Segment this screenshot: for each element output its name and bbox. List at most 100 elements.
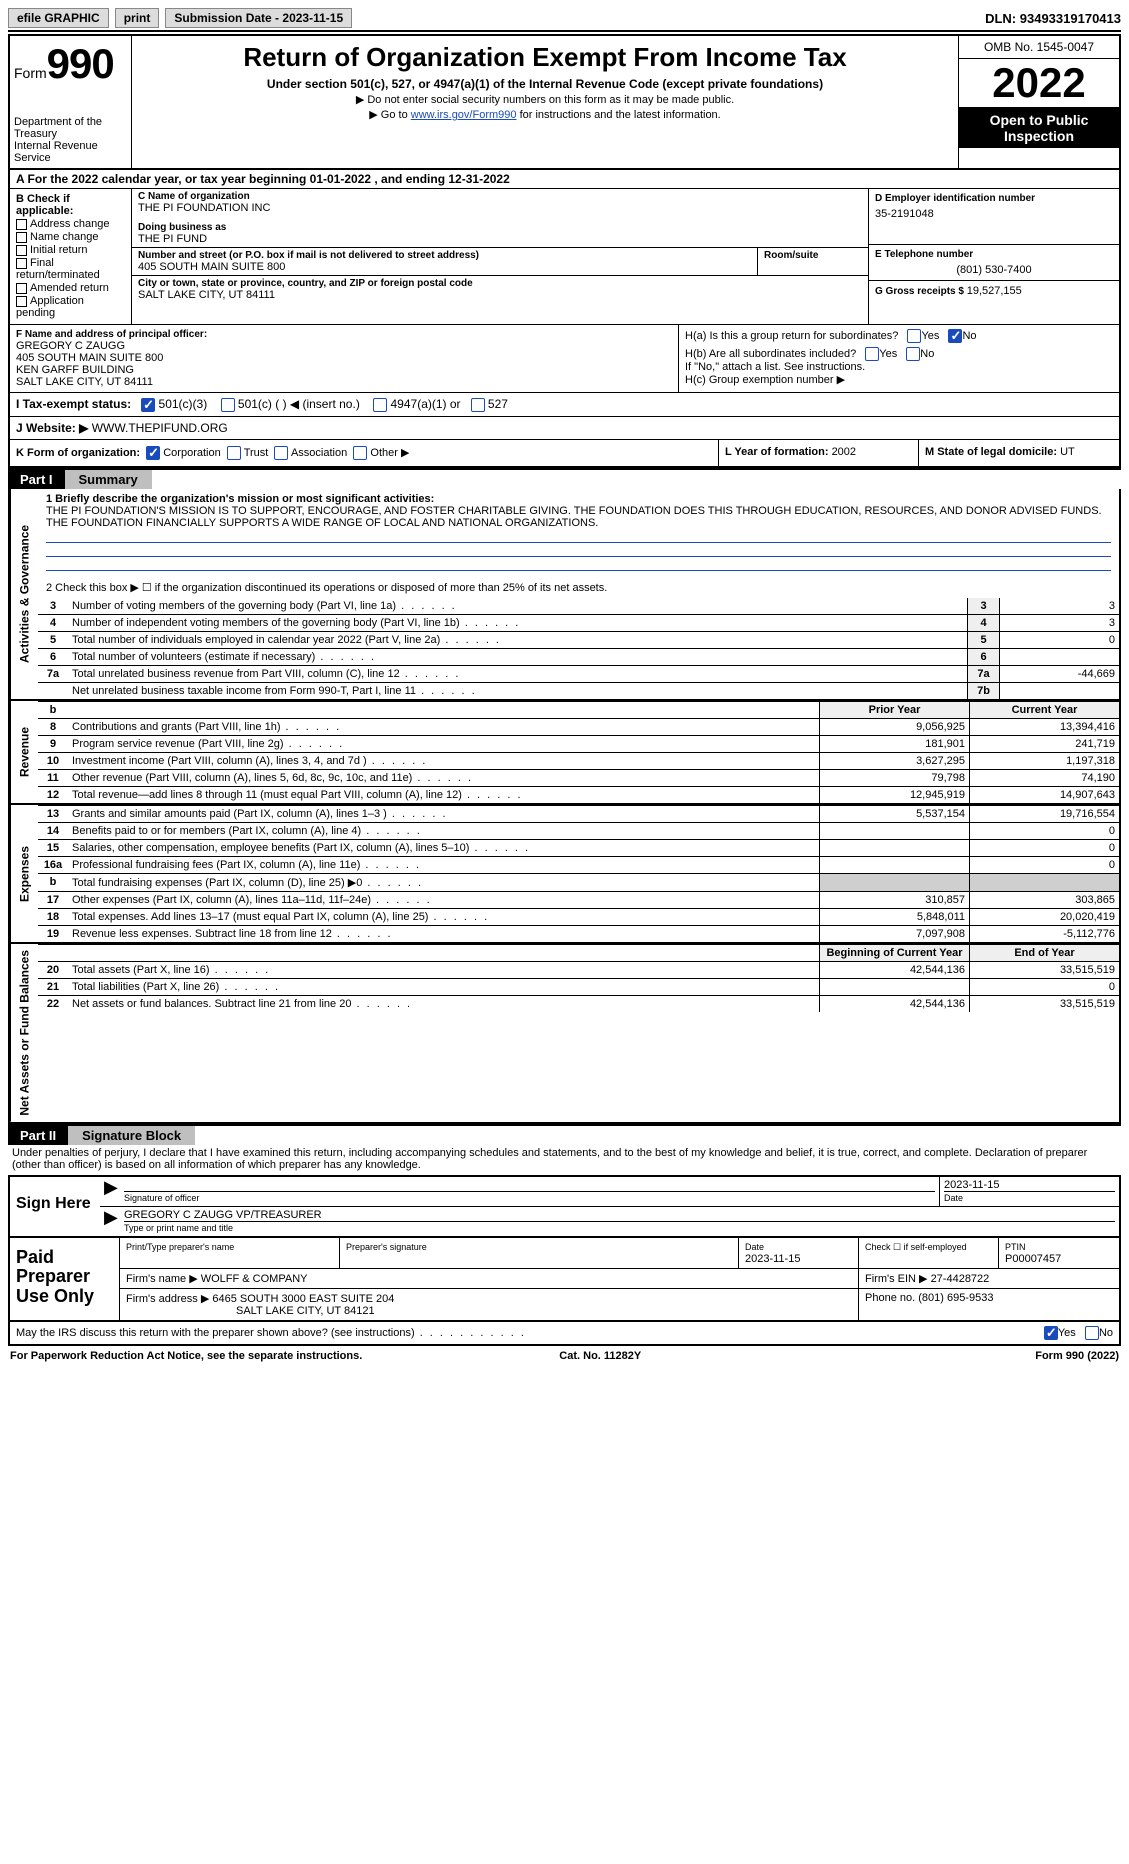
cb-application-pending[interactable]: Application pending [16,295,125,319]
l-label: L Year of formation: [725,446,832,458]
i-label: I Tax-exempt status: [16,397,131,411]
summary-line: 7aTotal unrelated business revenue from … [38,665,1119,682]
q1-label: 1 Briefly describe the organization's mi… [46,493,1111,505]
may-yes[interactable] [1044,1326,1058,1340]
cb-corporation[interactable] [146,446,160,460]
sig-officer-label: Signature of officer [124,1193,199,1203]
summary-line: 13Grants and similar amounts paid (Part … [38,805,1119,822]
paid-preparer-section: Paid Preparer Use Only Print/Type prepar… [8,1238,1121,1322]
cb-trust[interactable] [227,446,241,460]
opt-501c3: 501(c)(3) [159,397,208,411]
submission-date-button[interactable]: Submission Date - 2023-11-15 [165,8,352,28]
sig-date-value: 2023-11-15 [944,1179,1115,1191]
org-name: THE PI FOUNDATION INC [138,202,862,214]
address-label: Number and street (or P.O. box if mail i… [138,250,751,261]
cb-other[interactable] [353,446,367,460]
form-note-2: ▶ Go to www.irs.gov/Form990 for instruct… [140,108,950,121]
firm-addr1: 6465 SOUTH 3000 EAST SUITE 204 [212,1293,394,1305]
dept-irs: Internal Revenue Service [14,140,127,164]
arrow-icon: ▶ [100,1207,120,1236]
summary-line: 19Revenue less expenses. Subtract line 1… [38,925,1119,942]
summary-line: 15Salaries, other compensation, employee… [38,839,1119,856]
cb-initial-return[interactable]: Initial return [16,244,125,256]
dln: DLN: 93493319170413 [985,11,1121,26]
summary-line: 3Number of voting members of the governi… [38,598,1119,614]
cb-527[interactable] [471,398,485,412]
prep-date-label: Date [745,1242,764,1252]
summary-line: 22Net assets or fund balances. Subtract … [38,995,1119,1012]
opt-4947: 4947(a)(1) or [391,397,461,411]
cb-501c[interactable] [221,398,235,412]
ha-yes[interactable] [907,329,921,343]
cb-4947[interactable] [373,398,387,412]
summary-line: 21Total liabilities (Part X, line 26)0 [38,978,1119,995]
sect-net-assets: Net Assets or Fund Balances Beginning of… [10,944,1119,1122]
sect-revenue: Revenue b Prior Year Current Year 8Contr… [10,701,1119,805]
officer-label: F Name and address of principal officer: [16,329,672,340]
org-name-label: C Name of organization [138,191,862,202]
hb-yes[interactable] [865,347,879,361]
part-ii-num: Part II [8,1126,68,1145]
dba-value: THE PI FUND [138,233,862,245]
prep-date-value: 2023-11-15 [745,1253,800,1265]
cb-association[interactable] [274,446,288,460]
h-b-note: If "No," attach a list. See instructions… [685,361,1113,373]
irs-link[interactable]: www.irs.gov/Form990 [411,109,517,121]
prep-self-employed: Check ☐ if self-employed [865,1242,967,1252]
mission-uline [46,543,1111,557]
summary-line: 14Benefits paid to or for members (Part … [38,822,1119,839]
summary-line: 20Total assets (Part X, line 16)42,544,1… [38,961,1119,978]
form-word: Form [14,65,47,81]
cb-address-change[interactable]: Address change [16,218,125,230]
ein-value: 35-2191048 [875,208,1113,220]
vlabel-governance: Activities & Governance [10,489,38,699]
year-formation: 2002 [832,446,856,458]
print-button[interactable]: print [115,8,160,28]
perjury-declaration: Under penalties of perjury, I declare th… [8,1145,1121,1173]
officer-name-title: GREGORY C ZAUGG VP/TREASURER [124,1209,1115,1221]
submission-date-label: Submission Date - [174,11,282,25]
hdr-prior-year: Prior Year [819,702,969,718]
q2-text: 2 Check this box ▶ ☐ if the organization… [46,581,1111,594]
part-i-body: Activities & Governance 1 Briefly descri… [8,489,1121,1124]
website-value: WWW.THEPIFUND.ORG [92,421,228,435]
dln-label: DLN: [985,11,1020,26]
gross-value: 19,527,155 [967,285,1022,297]
hb-no[interactable] [906,347,920,361]
prep-sig-label: Preparer's signature [346,1242,427,1252]
note2-pre: ▶ Go to [369,109,410,121]
form-number: Form990 [14,40,127,88]
form-header: Form990 Department of the Treasury Inter… [8,34,1121,170]
cb-final-return[interactable]: Final return/terminated [16,257,125,281]
may-no[interactable] [1085,1326,1099,1340]
room-label: Room/suite [764,250,862,261]
part-ii-header: Part II Signature Block [8,1124,1121,1145]
j-label: J Website: ▶ [16,421,88,435]
opt-trust: Trust [244,447,269,459]
mission-text: THE PI FOUNDATION'S MISSION IS TO SUPPOR… [46,505,1111,529]
section-fh: F Name and address of principal officer:… [8,325,1121,393]
ha-no[interactable] [948,329,962,343]
footer-left: For Paperwork Reduction Act Notice, see … [10,1350,362,1362]
cb-amended-return[interactable]: Amended return [16,282,125,294]
yes-label: Yes [1058,1326,1076,1338]
phone-value: (801) 695-9533 [918,1292,993,1304]
summary-line: 18Total expenses. Add lines 13–17 (must … [38,908,1119,925]
opt-other: Other ▶ [370,447,409,459]
note2-post: for instructions and the latest informat… [517,109,721,121]
col-d-ein: D Employer identification number 35-2191… [869,189,1119,324]
type-name-label: Type or print name and title [124,1223,233,1233]
col-c-org-info: C Name of organization THE PI FOUNDATION… [132,189,869,324]
mission-uline [46,557,1111,571]
cb-501c3[interactable] [141,398,155,412]
sig-date-label: Date [944,1193,963,1203]
form-note-1: ▶ Do not enter social security numbers o… [140,93,950,106]
cb-name-change[interactable]: Name change [16,231,125,243]
signature-section: Sign Here ▶ Signature of officer 2023-11… [8,1175,1121,1238]
page-footer: For Paperwork Reduction Act Notice, see … [8,1346,1121,1366]
may-discuss-row: May the IRS discuss this return with the… [8,1322,1121,1346]
arrow-icon: ▶ [100,1177,120,1206]
ein-label: D Employer identification number [875,193,1113,204]
footer-cat: Cat. No. 11282Y [559,1350,641,1362]
firm-name: WOLFF & COMPANY [201,1273,308,1285]
